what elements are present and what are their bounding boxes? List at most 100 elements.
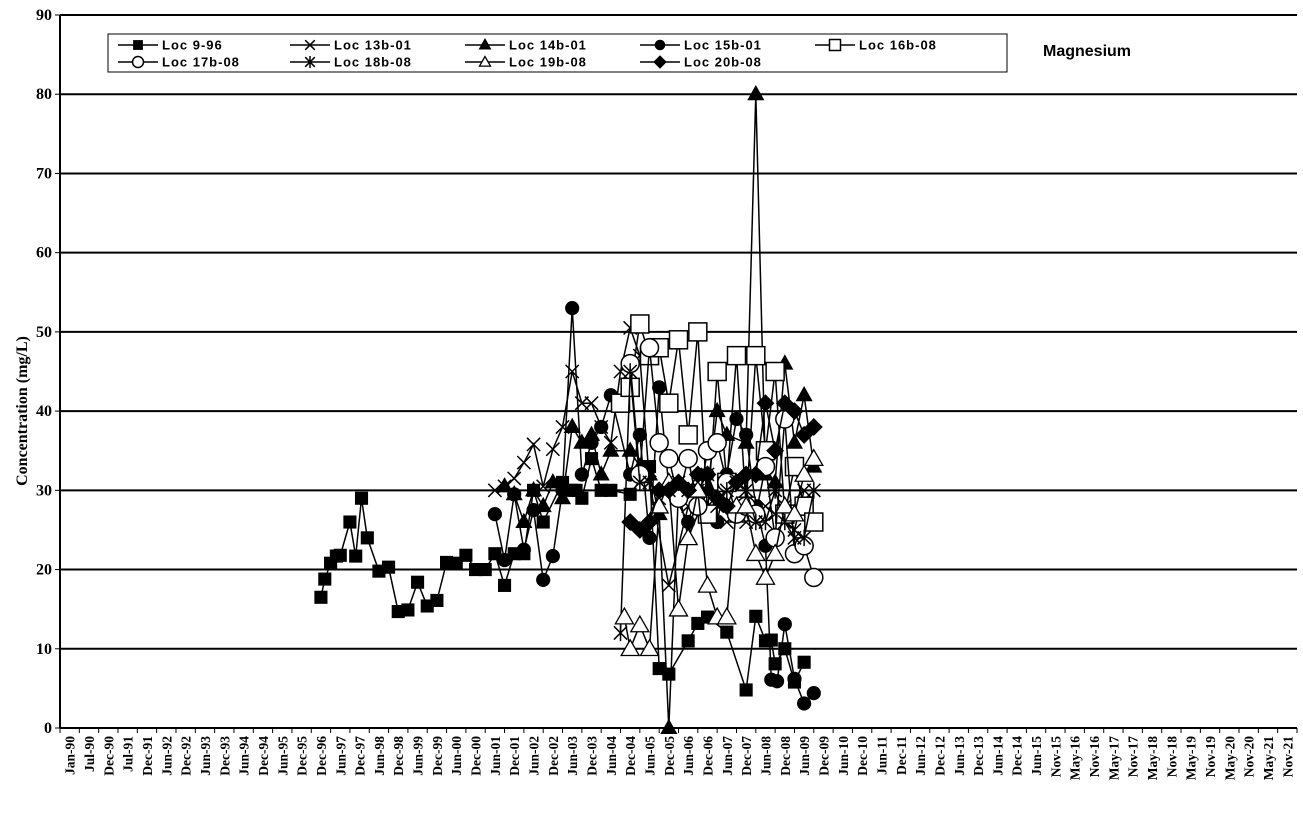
x-tick-label: Jun-00 xyxy=(449,736,464,776)
legend-item: Loc 13b-01 xyxy=(290,38,412,53)
data-point xyxy=(524,481,543,497)
data-point xyxy=(401,603,415,617)
data-point xyxy=(679,481,698,500)
legend-item: Loc 17b-08 xyxy=(118,55,239,70)
x-tick-label: Dec-03 xyxy=(585,736,600,776)
y-tick-label: 80 xyxy=(36,86,52,103)
data-point xyxy=(642,530,657,545)
legend-item: Loc 19b-08 xyxy=(465,55,586,70)
data-point xyxy=(516,455,532,470)
x-tick-label: Nov-16 xyxy=(1087,736,1102,777)
data-point xyxy=(649,433,669,453)
x-tick-label: Jun-15 xyxy=(1029,736,1044,776)
x-tick-label: Dec-07 xyxy=(739,736,754,776)
legend-marker xyxy=(304,39,316,51)
legend-label: Loc 9-96 xyxy=(162,38,223,53)
data-point xyxy=(739,683,753,697)
data-point xyxy=(768,482,783,499)
x-tick-label: Jun-98 xyxy=(372,736,387,776)
y-axis-label: Concentration (mg/L) xyxy=(14,336,31,486)
data-point xyxy=(775,394,794,413)
x-tick-label: Jun-11 xyxy=(874,736,889,775)
x-tick-label: Nov-17 xyxy=(1126,736,1141,777)
x-tick-label: Jun-13 xyxy=(952,736,967,776)
data-point xyxy=(697,575,718,593)
x-tick-label: Dec-05 xyxy=(662,736,677,776)
data-point xyxy=(488,547,502,561)
data-point xyxy=(314,590,328,604)
data-point xyxy=(681,634,695,648)
data-point xyxy=(343,515,357,529)
x-tick-label: Dec-92 xyxy=(179,736,194,776)
data-point xyxy=(449,556,463,570)
data-point xyxy=(526,503,541,518)
data-point xyxy=(574,467,589,482)
data-point xyxy=(688,496,708,516)
y-tick-label: 20 xyxy=(36,562,52,579)
data-point xyxy=(459,548,473,562)
data-point xyxy=(563,417,581,433)
x-tick-label: Dec-99 xyxy=(430,736,445,776)
data-point xyxy=(716,606,737,625)
data-point xyxy=(804,567,824,588)
data-point xyxy=(604,483,618,497)
data-point xyxy=(803,448,824,467)
data-point xyxy=(765,361,785,382)
legend-marker xyxy=(654,39,666,51)
x-tick-label: Dec-02 xyxy=(546,736,561,776)
legend-box xyxy=(107,33,1008,73)
data-point xyxy=(507,471,522,486)
x-tick-label: Dec-90 xyxy=(101,736,116,776)
data-point xyxy=(777,617,792,632)
data-point xyxy=(678,425,698,445)
data-point xyxy=(758,513,773,531)
data-point xyxy=(623,487,637,501)
data-point xyxy=(382,560,396,574)
data-point xyxy=(774,495,795,514)
data-point xyxy=(669,473,688,492)
x-tick-label: Dec-97 xyxy=(353,736,368,776)
data-point xyxy=(688,322,708,342)
data-point xyxy=(766,441,785,460)
data-point xyxy=(614,606,635,625)
data-point xyxy=(565,301,580,316)
data-point xyxy=(629,614,650,633)
data-point xyxy=(640,513,659,531)
x-tick-label: Dec-08 xyxy=(778,736,793,776)
x-tick-label: Dec-94 xyxy=(256,736,271,776)
data-point xyxy=(755,567,776,585)
x-tick-label: Dec-09 xyxy=(816,736,831,776)
legend: Loc 9-96 Loc 13b-01 Loc 14b-01 Loc 15b-01 Lo… xyxy=(107,33,1008,73)
data-point xyxy=(613,624,628,642)
x-tick-label: Dec-12 xyxy=(932,736,947,776)
data-point xyxy=(487,483,503,498)
data-point xyxy=(639,337,660,358)
data-point xyxy=(487,506,502,522)
x-tick-label: Jun-08 xyxy=(758,736,773,776)
y-tick-label: 60 xyxy=(36,245,52,262)
y-tick-label: 0 xyxy=(44,720,52,737)
x-tick-label: Jan-90 xyxy=(63,736,78,775)
data-point xyxy=(621,513,640,531)
data-point xyxy=(769,674,785,689)
legend-label: Loc 20b-08 xyxy=(684,55,762,70)
legend-label: Loc 13b-01 xyxy=(334,38,412,53)
x-tick-label: Dec-96 xyxy=(314,736,329,776)
data-point xyxy=(787,671,802,686)
data-point xyxy=(659,393,679,413)
legend-marker xyxy=(133,40,143,50)
data-point xyxy=(720,625,734,639)
data-point xyxy=(668,330,689,350)
data-point xyxy=(575,491,589,505)
data-point xyxy=(746,345,766,366)
data-point xyxy=(747,84,765,101)
data-point xyxy=(804,512,824,532)
x-tick-label: Nov-15 xyxy=(1048,736,1063,777)
data-point xyxy=(749,609,763,623)
data-point xyxy=(745,543,766,562)
x-tick-label: Jun-99 xyxy=(411,736,426,776)
data-point xyxy=(726,345,747,366)
data-point xyxy=(707,433,727,453)
x-tick-label: Nov-18 xyxy=(1164,736,1179,777)
